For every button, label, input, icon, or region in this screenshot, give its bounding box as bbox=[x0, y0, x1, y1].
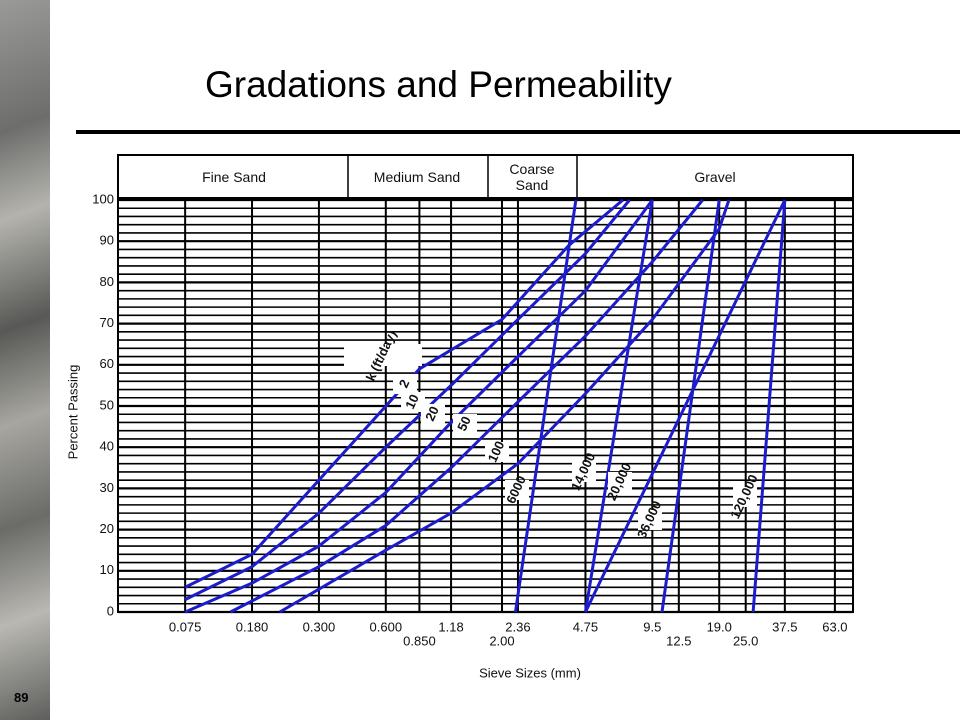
x-tick-label: 9.5 bbox=[643, 619, 661, 634]
y-tick-label: 60 bbox=[100, 356, 114, 371]
x-tick-label: 4.75 bbox=[573, 619, 598, 634]
series-line bbox=[660, 199, 721, 613]
x-tick-label: 63.0 bbox=[822, 619, 847, 634]
x-tick-label: 0.300 bbox=[303, 619, 336, 634]
series-line bbox=[584, 199, 787, 613]
series-line bbox=[184, 199, 631, 601]
x-tick-label: 0.850 bbox=[403, 633, 436, 648]
label-box bbox=[401, 392, 425, 412]
label-box bbox=[638, 510, 662, 530]
label-box bbox=[344, 344, 422, 366]
y-tick-label: 20 bbox=[100, 521, 114, 536]
x-tick-label: 2.00 bbox=[489, 633, 514, 648]
series-line bbox=[184, 199, 654, 614]
x-tick-label: 0.075 bbox=[169, 619, 202, 634]
series-label: 50 bbox=[454, 414, 474, 433]
y-tick-label: 40 bbox=[100, 439, 114, 454]
series-line bbox=[279, 199, 731, 614]
y-tick-label: 90 bbox=[100, 233, 114, 248]
x-tick-label: 1.18 bbox=[438, 619, 463, 634]
title-rule bbox=[76, 130, 960, 134]
label-box bbox=[608, 472, 632, 492]
page-number: 89 bbox=[14, 690, 29, 705]
y-tick-label: 50 bbox=[100, 397, 114, 412]
series-line bbox=[583, 199, 654, 613]
y-tick-label: 80 bbox=[100, 274, 114, 289]
label-box bbox=[453, 414, 477, 434]
series-line bbox=[751, 199, 787, 613]
x-tick-label: 37.5 bbox=[772, 619, 797, 634]
x-tick-label: 19.0 bbox=[707, 619, 732, 634]
x-tick-label: 0.180 bbox=[236, 619, 269, 634]
label-box bbox=[485, 442, 509, 462]
series-line bbox=[513, 199, 578, 613]
y-tick-label: 70 bbox=[100, 315, 114, 330]
x-tick-label: 2.36 bbox=[505, 619, 530, 634]
x-tick-label: 12.5 bbox=[666, 633, 691, 648]
x-tick-label: 25.0 bbox=[733, 633, 758, 648]
label-box bbox=[572, 462, 596, 482]
y-tick-label: 10 bbox=[100, 562, 114, 577]
y-tick-label: 30 bbox=[100, 480, 114, 495]
x-tick-label: 0.600 bbox=[370, 619, 403, 634]
plot-frame bbox=[117, 154, 854, 613]
label-box bbox=[421, 404, 445, 424]
zone-label: Fine Sand bbox=[202, 169, 266, 185]
label-box bbox=[733, 487, 757, 507]
background-rock bbox=[0, 0, 50, 720]
slide-title: Gradations and Permeability bbox=[205, 64, 672, 105]
series-label: 20 bbox=[422, 404, 442, 423]
series-label: 10 bbox=[402, 392, 422, 411]
zone-label: Coarse Sand bbox=[509, 161, 555, 193]
y-axis-label: Percent Passing bbox=[65, 365, 80, 460]
y-tick-label: 0 bbox=[107, 603, 114, 618]
zone-label: Medium Sand bbox=[373, 169, 461, 185]
label-box bbox=[505, 480, 529, 500]
label-box bbox=[393, 374, 417, 394]
x-axis-label: Sieve Sizes (mm) bbox=[479, 665, 581, 680]
zone-label: Gravel bbox=[694, 169, 736, 185]
y-tick-label: 100 bbox=[92, 191, 114, 206]
